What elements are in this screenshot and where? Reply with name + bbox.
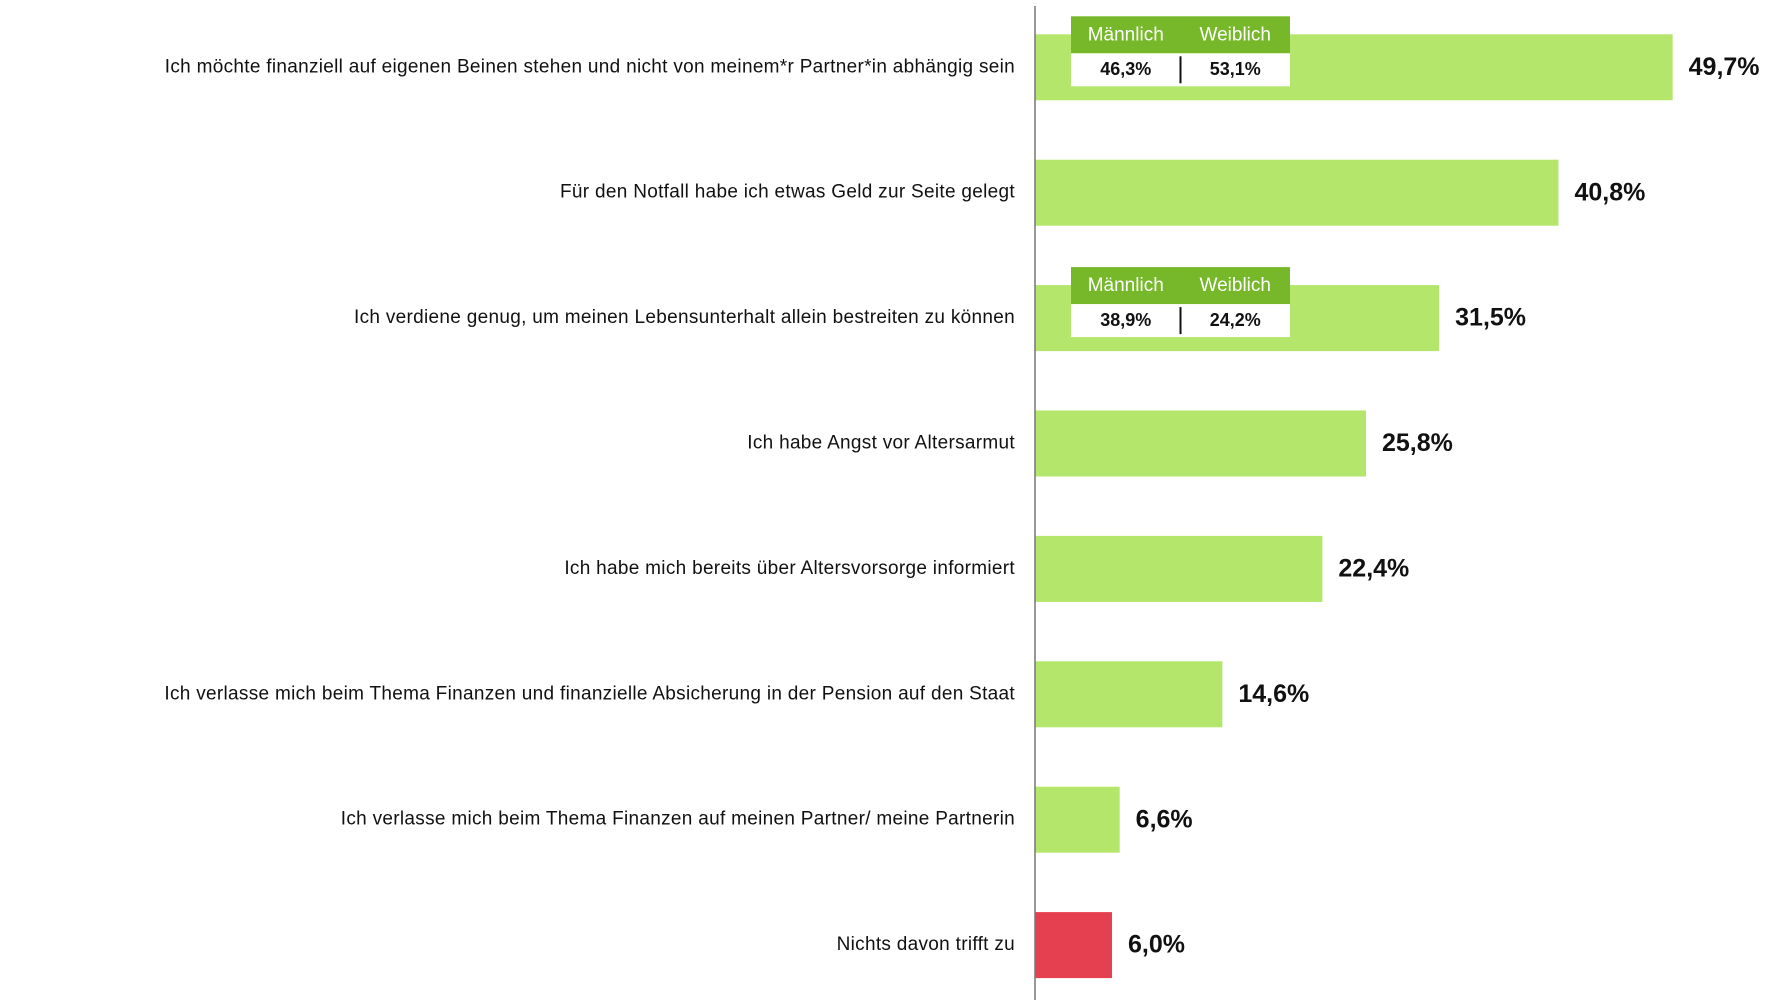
breakdown-header [1071, 267, 1290, 305]
value-label: 6,0% [1128, 931, 1185, 959]
bar [1035, 535, 1323, 602]
breakdown-value: 38,9% [1100, 310, 1151, 330]
value-label: 6,6% [1136, 805, 1193, 833]
breakdown-value: 24,2% [1210, 310, 1261, 330]
category-label: Ich verlasse mich beim Thema Finanzen un… [164, 683, 1015, 704]
breakdown-header [1071, 16, 1290, 54]
category-label: Für den Notfall habe ich etwas Geld zur … [560, 182, 1015, 203]
category-label: Nichts davon trifft zu [837, 934, 1015, 955]
category-label: Ich möchte finanziell auf eigenen Beinen… [165, 56, 1015, 77]
value-label: 49,7% [1689, 53, 1760, 81]
bar [1035, 912, 1112, 979]
bar [1035, 159, 1559, 226]
breakdown-label: Weiblich [1200, 24, 1271, 45]
breakdown-label: Männlich [1088, 24, 1164, 45]
value-label: 31,5% [1455, 304, 1526, 332]
breakdown-value: 53,1% [1210, 59, 1261, 79]
bar [1035, 786, 1120, 853]
bar [1035, 410, 1367, 477]
breakdown-label: Weiblich [1200, 275, 1271, 296]
value-label: 40,8% [1574, 178, 1645, 206]
value-label: 14,6% [1238, 680, 1309, 708]
value-label: 25,8% [1382, 429, 1453, 457]
category-label: Ich habe Angst vor Altersarmut [747, 433, 1015, 454]
breakdown-label: Männlich [1088, 275, 1164, 296]
bar [1035, 661, 1223, 728]
category-label: Ich verlasse mich beim Thema Finanzen au… [341, 809, 1015, 830]
breakdown-value: 46,3% [1100, 59, 1151, 79]
category-label: Ich habe mich bereits über Altersvorsorg… [564, 558, 1015, 579]
value-label: 22,4% [1338, 555, 1409, 583]
category-label: Ich verdiene genug, um meinen Lebensunte… [354, 307, 1015, 328]
